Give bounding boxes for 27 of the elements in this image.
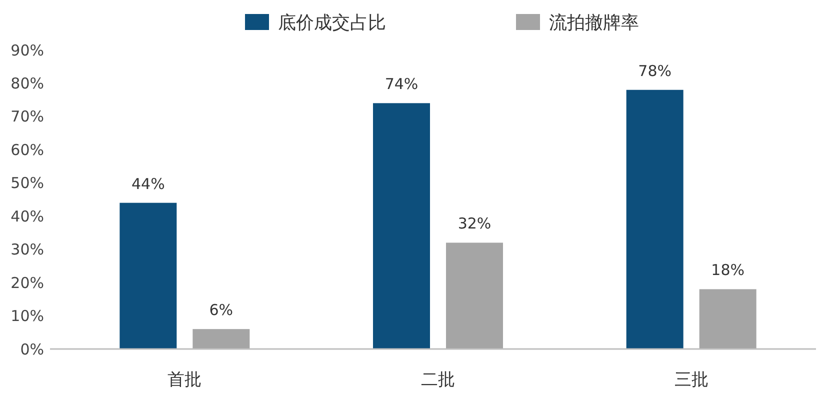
bar (626, 90, 684, 349)
y-tick-label: 0% (20, 340, 44, 358)
data-label: 6% (209, 301, 234, 320)
y-tick-label: 50% (10, 174, 44, 192)
data-label: 32% (458, 214, 492, 233)
bar (373, 103, 430, 349)
data-label: 44% (131, 174, 165, 193)
legend-label: 流拍撤牌率 (549, 12, 639, 34)
x-tick-label: 二批 (421, 370, 455, 390)
y-tick-label: 90% (10, 41, 44, 60)
x-tick-label: 首批 (168, 370, 202, 390)
bar (446, 242, 503, 349)
y-tick-label: 10% (10, 307, 44, 326)
data-label: 18% (711, 261, 745, 280)
bar (192, 329, 250, 349)
data-label: 74% (384, 75, 418, 94)
y-tick-label: 30% (10, 240, 44, 259)
y-tick-label: 80% (10, 74, 44, 92)
data-label: 78% (638, 62, 672, 80)
y-tick-label: 70% (10, 108, 44, 126)
bar (699, 289, 756, 349)
y-tick-label: 60% (10, 140, 44, 159)
x-tick-label: 三批 (674, 370, 708, 390)
bar (120, 202, 177, 349)
legend-label: 底价成交占比 (278, 12, 386, 34)
y-tick-label: 40% (10, 207, 44, 226)
y-tick-label: 20% (10, 274, 44, 292)
